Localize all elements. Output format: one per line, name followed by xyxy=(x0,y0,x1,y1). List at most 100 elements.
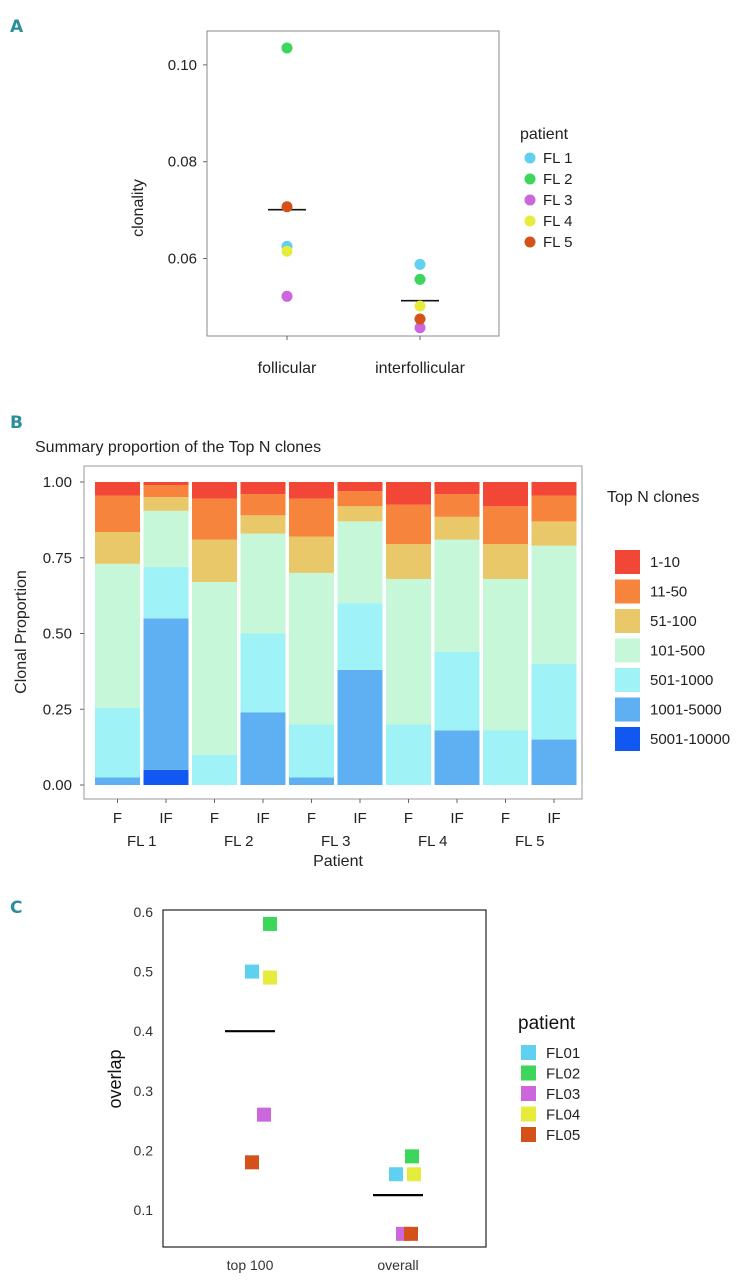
panel-a-legend-label: FL 4 xyxy=(543,213,572,230)
panel-b-bar-segment xyxy=(434,482,480,495)
panel-b-bar-segment xyxy=(192,539,237,582)
panel-label-b: B xyxy=(10,413,23,433)
panel-b-legend-title: Top N clones xyxy=(607,489,700,506)
panel-b-bar-segment xyxy=(95,495,140,532)
panel-c-point xyxy=(263,916,277,931)
panel-a-ytick-label: 0.10 xyxy=(168,57,197,74)
panel-a-point xyxy=(414,273,426,285)
panel-c-legend-label: FL02 xyxy=(546,1066,580,1083)
panel-b-bar-segment xyxy=(434,539,480,652)
panel-b-bar-segment xyxy=(531,663,577,740)
panel-b-bar-segment xyxy=(483,482,528,507)
panel-b-xtick-label: F xyxy=(501,810,510,827)
panel-b-legend-swatch xyxy=(615,697,640,722)
panel-b-xtick-label: IF xyxy=(353,810,366,827)
panel-a-ytick-label: 0.06 xyxy=(168,251,197,268)
panel-b-bar-segment xyxy=(143,482,189,486)
panel-a-legend-label: FL 1 xyxy=(543,150,572,167)
panel-a-point xyxy=(414,322,426,334)
panel-b-bar-segment xyxy=(143,497,189,511)
panel-c-ytick-label: 0.1 xyxy=(134,1202,154,1218)
panel-c-ytick-label: 0.5 xyxy=(134,964,154,980)
panel-b-ytick-label: 0.75 xyxy=(43,550,72,567)
panel-b-group-label: FL 5 xyxy=(515,833,544,850)
panel-a-frame xyxy=(206,30,500,337)
panel-c-xtick-label: top 100 xyxy=(227,1257,274,1273)
panel-b-bar-segment xyxy=(192,754,237,785)
panel-c-ytick-label: 0.2 xyxy=(134,1142,154,1158)
panel-b-xlabel: Patient xyxy=(313,853,363,870)
panel-c-point xyxy=(257,1107,271,1122)
panel-b-legend-label: 101-500 xyxy=(650,643,705,660)
panel-b-bar-segment xyxy=(386,578,431,725)
panel-c-xtick-label: overall xyxy=(377,1257,418,1273)
panel-b-bar-segment xyxy=(95,563,140,708)
panel-a-ytick-label: 0.08 xyxy=(168,154,197,171)
panel-b-legend-swatch xyxy=(615,550,640,574)
panel-b-xtick-label: F xyxy=(404,810,413,827)
panel-b-bar-segment xyxy=(289,498,334,537)
panel-b-bar-segment xyxy=(483,578,528,731)
panel-c-legend-swatch xyxy=(521,1106,536,1122)
panel-c-chart: overlap patient 0.1 0.2 0.3 0.4 0.5 0.6 top 10… xyxy=(105,904,580,1273)
panel-b-bar-segment xyxy=(289,724,334,778)
panel-a-legend-swatch xyxy=(524,236,536,248)
panel-b-bar-segment xyxy=(192,581,237,755)
panel-b-xtick-label: F xyxy=(210,810,219,827)
panel-b-legend-swatch xyxy=(615,727,640,751)
panel-b-bar-segment xyxy=(289,777,334,785)
panel-c-legend-label: FL01 xyxy=(546,1045,580,1062)
panel-b-group-label: FL 3 xyxy=(321,833,350,850)
panel-a-xtick-label: interfollicular xyxy=(375,360,465,377)
panel-b-title: Summary proportion of the Top N clones xyxy=(35,439,321,456)
panel-c-frame xyxy=(162,909,487,1248)
panel-b-bar-segment xyxy=(483,544,528,579)
panel-b-bar-segment xyxy=(143,485,189,498)
panel-b-bar-segment xyxy=(240,482,286,495)
panel-a-point xyxy=(414,300,426,312)
panel-b-xtick-label: F xyxy=(113,810,122,827)
panel-a-xtick-label: follicular xyxy=(258,360,317,377)
panel-label-a: A xyxy=(10,17,24,37)
panel-b-legend-label: 1001-5000 xyxy=(650,702,722,719)
panel-b-bar-segment xyxy=(289,572,334,725)
panel-b-legend-label: 11-50 xyxy=(650,584,687,601)
panel-c-point xyxy=(389,1167,403,1182)
panel-b-legend-label: 501-1000 xyxy=(650,672,713,689)
panel-c-ytick-label: 0.3 xyxy=(134,1083,154,1099)
panel-b-ytick-label: 0.50 xyxy=(43,626,72,643)
panel-b-xtick-label: IF xyxy=(450,810,463,827)
panel-b-legend-label: 1-10 xyxy=(650,554,680,571)
panel-c-legend-swatch xyxy=(521,1045,536,1060)
panel-a-legend-swatch xyxy=(524,215,536,227)
panel-b-bar-segment xyxy=(289,536,334,573)
panel-a-chart: clonality patient 0.06 0.08 0.10 follicular… xyxy=(130,30,572,377)
panel-b-bar-segment xyxy=(192,498,237,540)
panel-a-legend-swatch xyxy=(524,152,536,164)
panel-b-bar-segment xyxy=(95,707,140,778)
panel-b-bar-segment xyxy=(95,482,140,496)
panel-b-bar-segment xyxy=(95,531,140,564)
panel-b-bar-segment xyxy=(531,521,577,546)
panel-b-bar-segment xyxy=(240,515,286,534)
panel-c-point xyxy=(407,1167,421,1182)
panel-c-legend-swatch xyxy=(521,1127,536,1142)
panel-b-bar-segment xyxy=(434,494,480,517)
panel-b-bar-segment xyxy=(143,769,189,785)
panel-b-bar-segment xyxy=(386,504,431,545)
panel-b-legend-label: 51-100 xyxy=(650,613,697,630)
panel-b-xtick-label: IF xyxy=(547,810,560,827)
panel-b-bar-segment xyxy=(531,482,577,496)
panel-b-chart: Summary proportion of the Top N clones C… xyxy=(13,439,730,870)
panel-b-frame xyxy=(83,465,583,800)
panel-c-ytick-label: 0.6 xyxy=(134,904,154,920)
panel-b-group-label: FL 2 xyxy=(224,833,253,850)
panel-b-bar-segment xyxy=(337,506,383,522)
panel-b-bar-segment xyxy=(95,777,140,785)
panel-b-bar-segment xyxy=(240,712,286,785)
panel-b-bar-segment xyxy=(531,739,577,785)
panel-b-group-label: FL 1 xyxy=(127,833,156,850)
panel-b-bar-segment xyxy=(143,618,189,770)
panel-c-legend-label: FL03 xyxy=(546,1086,580,1103)
panel-b-bar-segment xyxy=(337,669,383,785)
